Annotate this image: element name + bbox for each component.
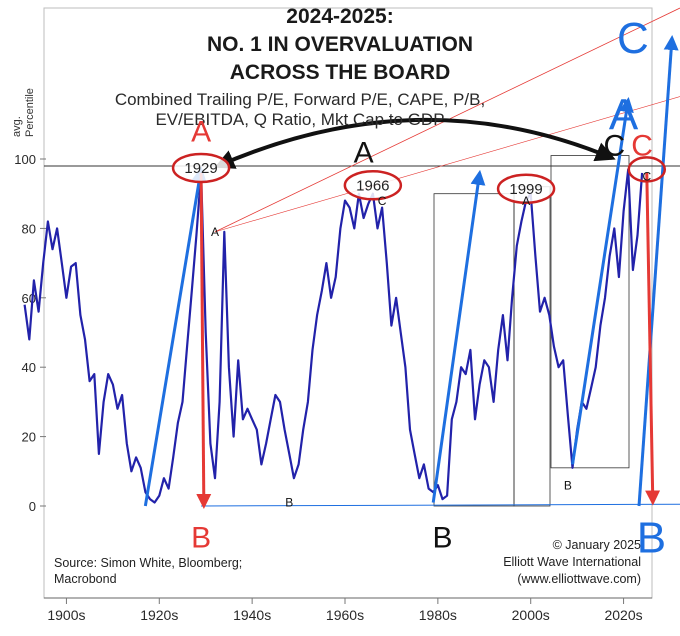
blue-up-arrow-right-edge <box>637 35 679 507</box>
source-note-line-1: Source: Simon White, Bloomberg; <box>54 556 242 570</box>
y-axis-label-line-2: Percentile <box>24 88 36 137</box>
wave-label-c: C <box>642 170 651 184</box>
black-double-arrow <box>214 117 616 169</box>
series-layer <box>23 35 679 509</box>
chart-title-line-1: 2024-2025: <box>286 5 393 28</box>
y-axis-label-line-1: avg. <box>11 116 23 137</box>
wave-label-c: C <box>378 194 387 208</box>
wave-label-b: B <box>637 514 666 563</box>
y-tick-label: 100 <box>14 152 36 167</box>
x-tick-label: 1920s <box>140 607 178 623</box>
y-tick-label: 20 <box>22 430 36 445</box>
wave-label-a: A <box>211 225 219 239</box>
peak-year-label: 1966 <box>356 177 389 194</box>
peak-year-label: 1929 <box>184 160 217 177</box>
x-tick-label: 1980s <box>419 607 457 623</box>
chart-title-line-3: ACROSS THE BOARD <box>230 61 451 84</box>
credit-line-2: Elliott Wave International <box>503 555 641 569</box>
peak-oval-2025 <box>627 156 667 183</box>
peak-oval <box>171 152 231 184</box>
peak-oval <box>343 170 403 201</box>
wave-label-c: C <box>617 14 649 63</box>
wave-label-b: B <box>432 522 452 555</box>
blue-up-arrow-2010s <box>571 97 634 465</box>
wave-label-a: A <box>191 116 211 149</box>
y-tick-label: 80 <box>22 221 36 236</box>
peak-oval <box>496 173 556 205</box>
blue-up-arrow-1920s <box>143 166 207 507</box>
x-tick-label: 2020s <box>604 607 642 623</box>
blue-up-arrow-1980s <box>431 169 486 503</box>
wave-label-b: B <box>285 496 293 510</box>
y-tick-label: 0 <box>29 499 36 514</box>
wave-label-c: C <box>603 130 625 163</box>
x-tick-label: 1940s <box>233 607 271 623</box>
wave-label-b: B <box>191 522 211 555</box>
chart-title-line-2: NO. 1 IN OVERVALUATION <box>207 33 473 56</box>
red-down-arrow-2025 <box>645 172 661 506</box>
valuation-series-line <box>23 168 644 504</box>
wave-label-a: A <box>609 90 639 139</box>
x-tick-label: 1900s <box>47 607 85 623</box>
source-note-line-2: Macrobond <box>54 572 117 586</box>
peak-year-label: 1999 <box>509 181 542 198</box>
wave-label-a: A <box>354 137 374 170</box>
blue-baseline <box>201 503 680 507</box>
red-down-arrow-1929 <box>196 172 212 509</box>
y-tick-label: 40 <box>22 360 36 375</box>
wave-label-c: C <box>631 130 653 163</box>
chart-subtitle-line-1: Combined Trailing P/E, Forward P/E, CAPE… <box>115 90 485 109</box>
x-tick-label: 1960s <box>326 607 364 623</box>
wave-label-a: A <box>522 194 530 208</box>
credit-line-3: (www.elliottwave.com) <box>517 572 641 586</box>
chart-subtitle-line-2: EV/EBITDA, Q Ratio, Mkt Cap to GDP <box>155 110 444 129</box>
credit-line-1: © January 2025 <box>553 538 641 552</box>
x-tick-label: 2000s <box>512 607 550 623</box>
wave-label-b: B <box>564 478 572 492</box>
